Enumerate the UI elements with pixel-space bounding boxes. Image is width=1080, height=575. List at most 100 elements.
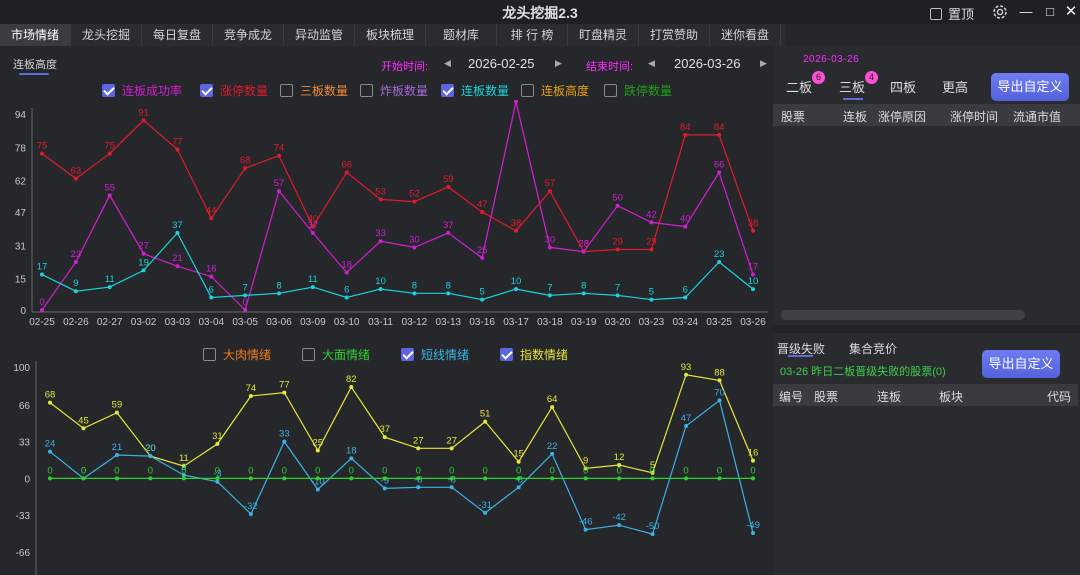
pin-toggle[interactable]: 置顶 [930, 4, 974, 23]
tab-three-board[interactable]: 三板 [839, 80, 866, 95]
panel-divider [773, 325, 1080, 333]
col-time[interactable]: 涨停时间 [950, 110, 999, 124]
data-point [617, 476, 622, 481]
data-point [412, 199, 417, 204]
tab-higher[interactable]: 更高 [942, 80, 969, 95]
start-prev-icon[interactable]: ◀ [444, 58, 451, 68]
legend-label: 三板数量 [300, 84, 349, 98]
col-sector[interactable]: 板块 [939, 390, 964, 404]
tab-two-board[interactable]: 二板 [786, 80, 813, 95]
legend-checkbox[interactable] [360, 84, 373, 97]
data-label: 84 [714, 122, 725, 133]
data-label: 21 [112, 442, 123, 453]
x-tick-label: 03-18 [537, 317, 563, 328]
col-streak-2[interactable]: 连板 [877, 390, 902, 404]
tab-9[interactable]: 打赏赞助 [639, 24, 710, 46]
end-prev-icon[interactable]: ◀ [648, 58, 655, 68]
tab-call-auction[interactable]: 集合竞价 [849, 342, 898, 356]
legend-checkbox[interactable] [521, 84, 534, 97]
tab-10[interactable]: 迷你看盘 [710, 24, 781, 46]
data-point [514, 228, 518, 233]
col-float-cap[interactable]: 流通市值 [1013, 110, 1062, 124]
tab-7[interactable]: 排 行 榜 [497, 24, 568, 46]
tab-promotion-failed[interactable]: 晋级失败 [777, 342, 826, 356]
data-label: 57 [545, 178, 556, 189]
legend-checkbox[interactable] [441, 84, 454, 97]
legend-checkbox[interactable] [280, 84, 293, 97]
data-label: 18 [346, 445, 357, 456]
data-label: 47 [477, 199, 488, 210]
export-custom-button-2[interactable]: 导出自定义 [982, 350, 1060, 378]
tab-6[interactable]: 题材库 [426, 24, 497, 46]
pin-checkbox[interactable] [930, 7, 942, 20]
tab-four-board[interactable]: 四板 [890, 80, 917, 95]
legend-item[interactable]: 短线情绪 [401, 346, 469, 363]
horizontal-scrollbar[interactable] [781, 310, 1025, 320]
start-date-value[interactable]: 2026-02-25 [468, 56, 535, 71]
col-reason[interactable]: 涨停原因 [878, 110, 927, 124]
col-code[interactable]: 代码 [1047, 390, 1072, 404]
data-label: 23 [714, 249, 725, 260]
subtab-streak-height[interactable]: 连板高度 [13, 59, 57, 71]
legend-checkbox[interactable] [604, 84, 617, 97]
close-icon[interactable]: ✕ [1064, 3, 1078, 20]
data-label: 11 [308, 274, 318, 285]
legend-item[interactable]: 连板成功率 [102, 82, 182, 99]
tab-0[interactable]: 市场情绪 [0, 24, 71, 46]
data-point [446, 291, 451, 296]
y-tick-label: 62 [15, 177, 27, 188]
tab-3[interactable]: 竞争成龙 [213, 24, 284, 46]
gear-icon[interactable] [991, 3, 1009, 21]
legend-item[interactable]: 连板数量 [441, 82, 509, 99]
end-next-icon[interactable]: ▶ [760, 58, 767, 68]
col-streak[interactable]: 连板 [843, 110, 868, 124]
data-label: 29 [646, 237, 657, 248]
legend-item[interactable]: 连板高度 [521, 82, 589, 99]
legend-item[interactable]: 涨停数量 [200, 82, 268, 99]
y-tick-label: -66 [16, 548, 31, 559]
data-point [114, 476, 119, 481]
legend-item[interactable]: 三板数量 [280, 82, 348, 99]
legend-item[interactable]: 大肉情绪 [203, 346, 271, 363]
legend-item[interactable]: 大面情绪 [302, 346, 370, 363]
legend-item[interactable]: 跌停数量 [604, 82, 672, 99]
data-label: 47 [681, 413, 692, 424]
legend-checkbox[interactable] [302, 348, 315, 361]
legend-item[interactable]: 炸板数量 [360, 82, 428, 99]
tab-4[interactable]: 异动监管 [284, 24, 355, 46]
maximize-icon[interactable]: □ [1046, 4, 1054, 19]
export-custom-button[interactable]: 导出自定义 [991, 73, 1069, 101]
col-stock-2[interactable]: 股票 [814, 390, 839, 404]
tab-1[interactable]: 龙头挖掘 [71, 24, 142, 46]
data-point [615, 203, 620, 208]
col-id[interactable]: 编号 [779, 390, 804, 404]
start-date-label: 开始时间: [381, 61, 429, 73]
data-label: 20 [145, 443, 156, 454]
end-date-value[interactable]: 2026-03-26 [674, 56, 741, 71]
legend-checkbox[interactable] [500, 348, 513, 361]
legend-label: 指数情绪 [520, 348, 569, 362]
data-label: 7 [615, 282, 620, 293]
minimize-icon[interactable]: — [1019, 4, 1033, 19]
legend-checkbox[interactable] [102, 84, 115, 97]
data-point [215, 476, 220, 481]
tab-5[interactable]: 板块梳理 [355, 24, 426, 46]
data-label: 24 [45, 439, 56, 450]
data-point [449, 485, 454, 490]
tab-8[interactable]: 盯盘精灵 [568, 24, 639, 46]
legend-checkbox[interactable] [401, 348, 414, 361]
start-next-icon[interactable]: ▶ [555, 58, 562, 68]
data-point [516, 459, 521, 464]
tab-2[interactable]: 每日复盘 [142, 24, 213, 46]
col-stock[interactable]: 股票 [781, 110, 806, 124]
data-point [40, 272, 44, 277]
data-label: 77 [279, 380, 290, 391]
data-point [344, 170, 349, 175]
end-date-label: 结束时间: [586, 61, 634, 73]
legend-checkbox[interactable] [200, 84, 213, 97]
legend-checkbox[interactable] [203, 348, 216, 361]
data-label: 8 [581, 280, 586, 291]
legend-item[interactable]: 指数情绪 [500, 346, 568, 363]
data-label: -3 [213, 469, 221, 480]
